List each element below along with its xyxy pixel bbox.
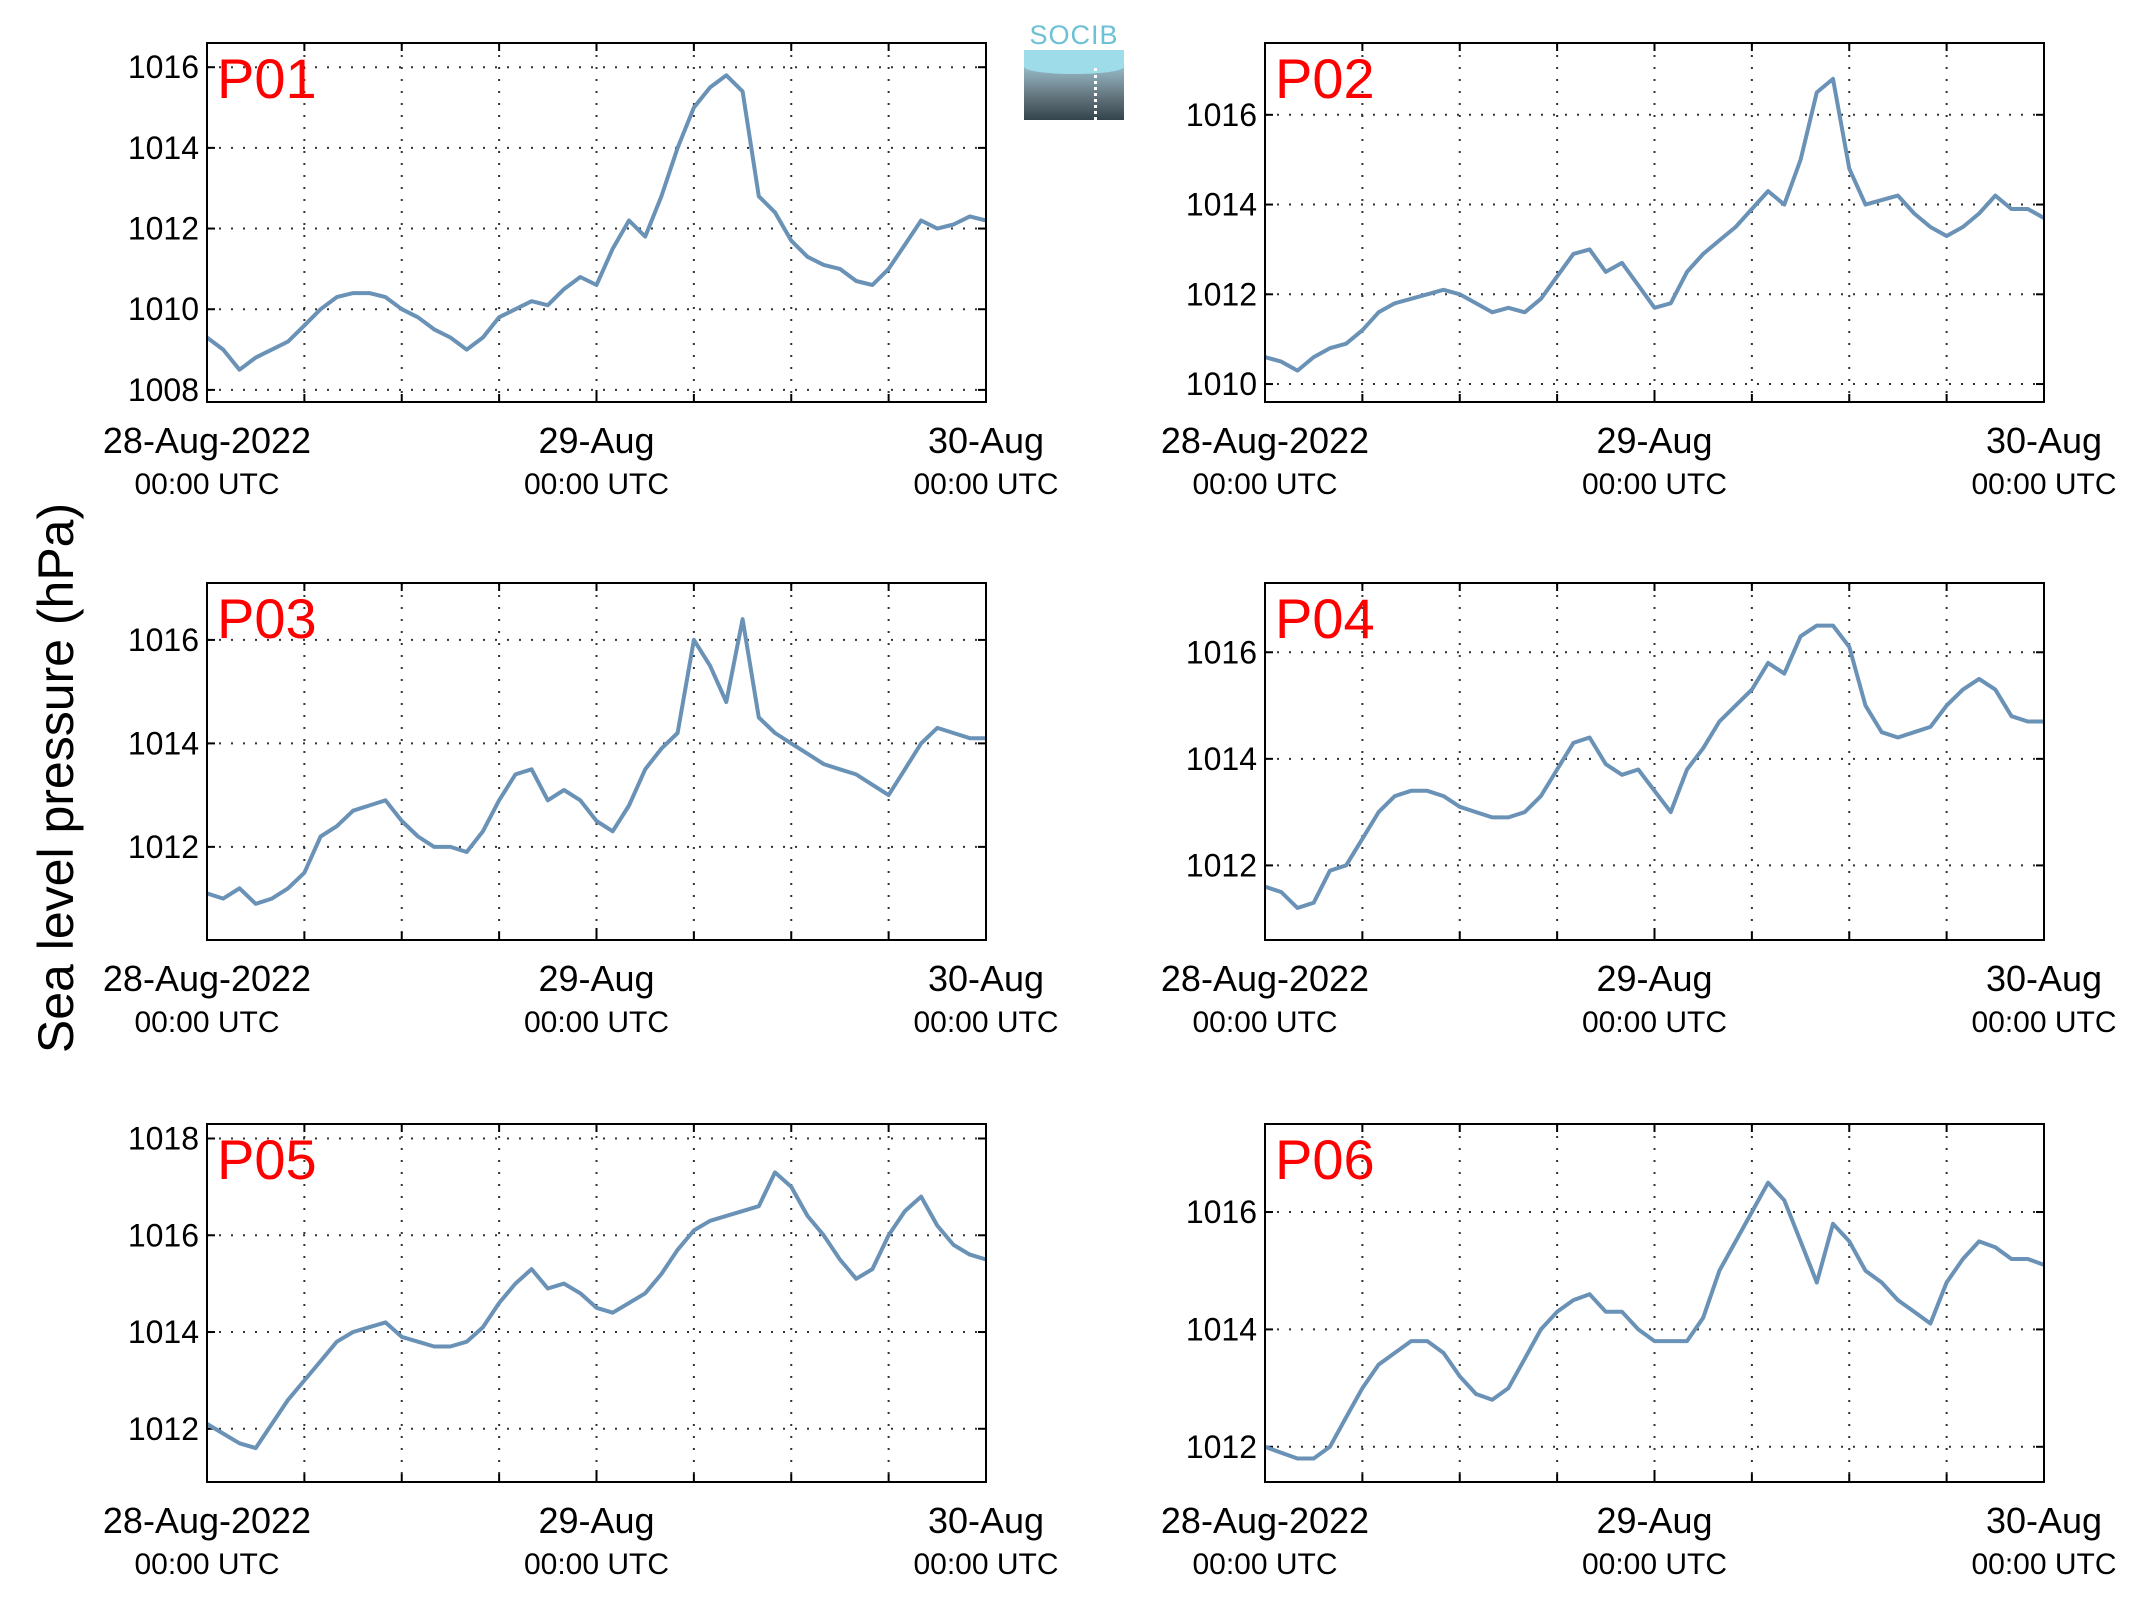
station-label-p06: P06 — [1275, 1128, 1375, 1191]
y-tick-label: 1018 — [128, 1121, 199, 1157]
series-line-p05 — [205, 1170, 987, 1451]
y-tick-label: 1014 — [1186, 1311, 1257, 1347]
x-tick-label-date: 29-Aug — [538, 1500, 654, 1541]
x-tick-label-date: 30-Aug — [1986, 420, 2102, 461]
y-tick-label: 1016 — [1186, 97, 1257, 133]
x-tick-label-time: 00:00 UTC — [524, 1006, 669, 1039]
y-tick-label: 1010 — [128, 291, 199, 327]
x-tick-label-date: 30-Aug — [1986, 958, 2102, 999]
y-tick-label: 1012 — [128, 211, 199, 247]
series-line-p04 — [1264, 623, 2044, 910]
x-tick-label-time: 00:00 UTC — [913, 1548, 1058, 1581]
x-tick-label-time: 00:00 UTC — [524, 1548, 669, 1581]
x-tick-label-date: 29-Aug — [538, 420, 654, 461]
x-tick-label-date: 28-Aug-2022 — [103, 1500, 311, 1541]
x-tick-label-date: 30-Aug — [928, 420, 1044, 461]
x-tick-label-time: 00:00 UTC — [913, 468, 1058, 501]
y-tick-label: 1008 — [128, 372, 199, 408]
x-tick-label-date: 28-Aug-2022 — [103, 958, 311, 999]
series-line-p01 — [205, 73, 987, 372]
logo-text: SOCIB — [1029, 20, 1119, 50]
x-tick-label-time: 00:00 UTC — [1192, 1548, 1337, 1581]
x-tick-label-date: 30-Aug — [928, 958, 1044, 999]
y-tick-label: 1014 — [1186, 187, 1257, 223]
y-tick-label: 1012 — [128, 1411, 199, 1447]
x-tick-label-date: 28-Aug-2022 — [1161, 1500, 1369, 1541]
x-tick-label-time: 00:00 UTC — [134, 1006, 279, 1039]
y-tick-label: 1010 — [1186, 366, 1257, 402]
y-tick-label: 1014 — [128, 1314, 199, 1350]
station-label-p03: P03 — [217, 587, 317, 650]
y-tick-label: 1016 — [128, 49, 199, 85]
x-tick-label-date: 28-Aug-2022 — [1161, 958, 1369, 999]
x-tick-label-time: 00:00 UTC — [913, 1006, 1058, 1039]
panel-p04: 1012 1014 1016 28-Aug-2022 00:00 UTC 29-Aug 00… — [1161, 582, 2117, 1039]
x-tick-label-date: 30-Aug — [1986, 1500, 2102, 1541]
socib-logo: SOCIB — [1024, 20, 1124, 120]
x-tick-label-time: 00:00 UTC — [1582, 468, 1727, 501]
y-tick-label: 1012 — [1186, 276, 1257, 312]
x-tick-label-date: 28-Aug-2022 — [103, 420, 311, 461]
x-tick-label-date: 30-Aug — [928, 1500, 1044, 1541]
x-tick-label-time: 00:00 UTC — [134, 1548, 279, 1581]
y-tick-label: 1016 — [1186, 1194, 1257, 1230]
y-tick-label: 1012 — [128, 829, 199, 865]
x-tick-label-date: 29-Aug — [1596, 420, 1712, 461]
x-tick-label-time: 00:00 UTC — [1582, 1548, 1727, 1581]
x-tick-label-date: 29-Aug — [1596, 958, 1712, 999]
series-line-p06 — [1264, 1180, 2045, 1461]
x-tick-label-time: 00:00 UTC — [134, 468, 279, 501]
y-tick-label: 1016 — [128, 622, 199, 658]
panel-p03: 1012 1014 1016 28-Aug-2022 00:00 UTC 29-Aug 00… — [103, 582, 1059, 1039]
y-tick-label: 1016 — [1186, 634, 1257, 670]
x-tick-label-date: 28-Aug-2022 — [1161, 420, 1369, 461]
y-tick-label: 1014 — [128, 725, 199, 761]
station-label-p05: P05 — [217, 1128, 317, 1191]
panel-p02: 1010 1012 1014 1016 28-Aug-2022 00:00 UTC 29-A… — [1161, 42, 2117, 501]
x-tick-label-time: 00:00 UTC — [1971, 1548, 2116, 1581]
series-line-p03 — [206, 617, 986, 906]
plot-frame — [206, 42, 987, 403]
station-label-p04: P04 — [1275, 587, 1375, 650]
panel-p05: 1012 1014 1016 1018 28-Aug-2022 00:00 UTC 29-A… — [103, 1121, 1059, 1581]
y-tick-label: 1014 — [128, 130, 199, 166]
x-tick-label-time: 00:00 UTC — [1971, 1006, 2116, 1039]
y-tick-label: 1012 — [1186, 847, 1257, 883]
series-line-p02 — [1264, 76, 2045, 373]
plot-frame — [206, 1123, 987, 1483]
y-tick-label: 1016 — [128, 1217, 199, 1253]
x-tick-label-time: 00:00 UTC — [1582, 1006, 1727, 1039]
panel-p06: 1012 1014 1016 28-Aug-2022 00:00 UTC 29-Aug 00… — [1161, 1123, 2117, 1581]
y-tick-label: 1014 — [1186, 741, 1257, 777]
x-tick-label-time: 00:00 UTC — [1192, 468, 1337, 501]
x-tick-label-date: 29-Aug — [1596, 1500, 1712, 1541]
station-label-p02: P02 — [1275, 47, 1375, 110]
station-label-p01: P01 — [217, 47, 317, 110]
plot-frame — [1264, 1123, 2045, 1483]
x-tick-label-time: 00:00 UTC — [1192, 1006, 1337, 1039]
y-tick-label: 1012 — [1186, 1429, 1257, 1465]
x-tick-label-time: 00:00 UTC — [1971, 468, 2116, 501]
x-tick-label-date: 29-Aug — [538, 958, 654, 999]
logo-dots-icon — [1094, 68, 1097, 120]
plot-frame — [206, 582, 987, 941]
plot-frame — [1264, 582, 2045, 941]
panel-p01: 1008 1010 1012 1014 1016 28-Aug-2022 00:00 UTC… — [103, 42, 1059, 501]
logo-wave-icon — [1024, 50, 1124, 74]
x-tick-label-time: 00:00 UTC — [524, 468, 669, 501]
